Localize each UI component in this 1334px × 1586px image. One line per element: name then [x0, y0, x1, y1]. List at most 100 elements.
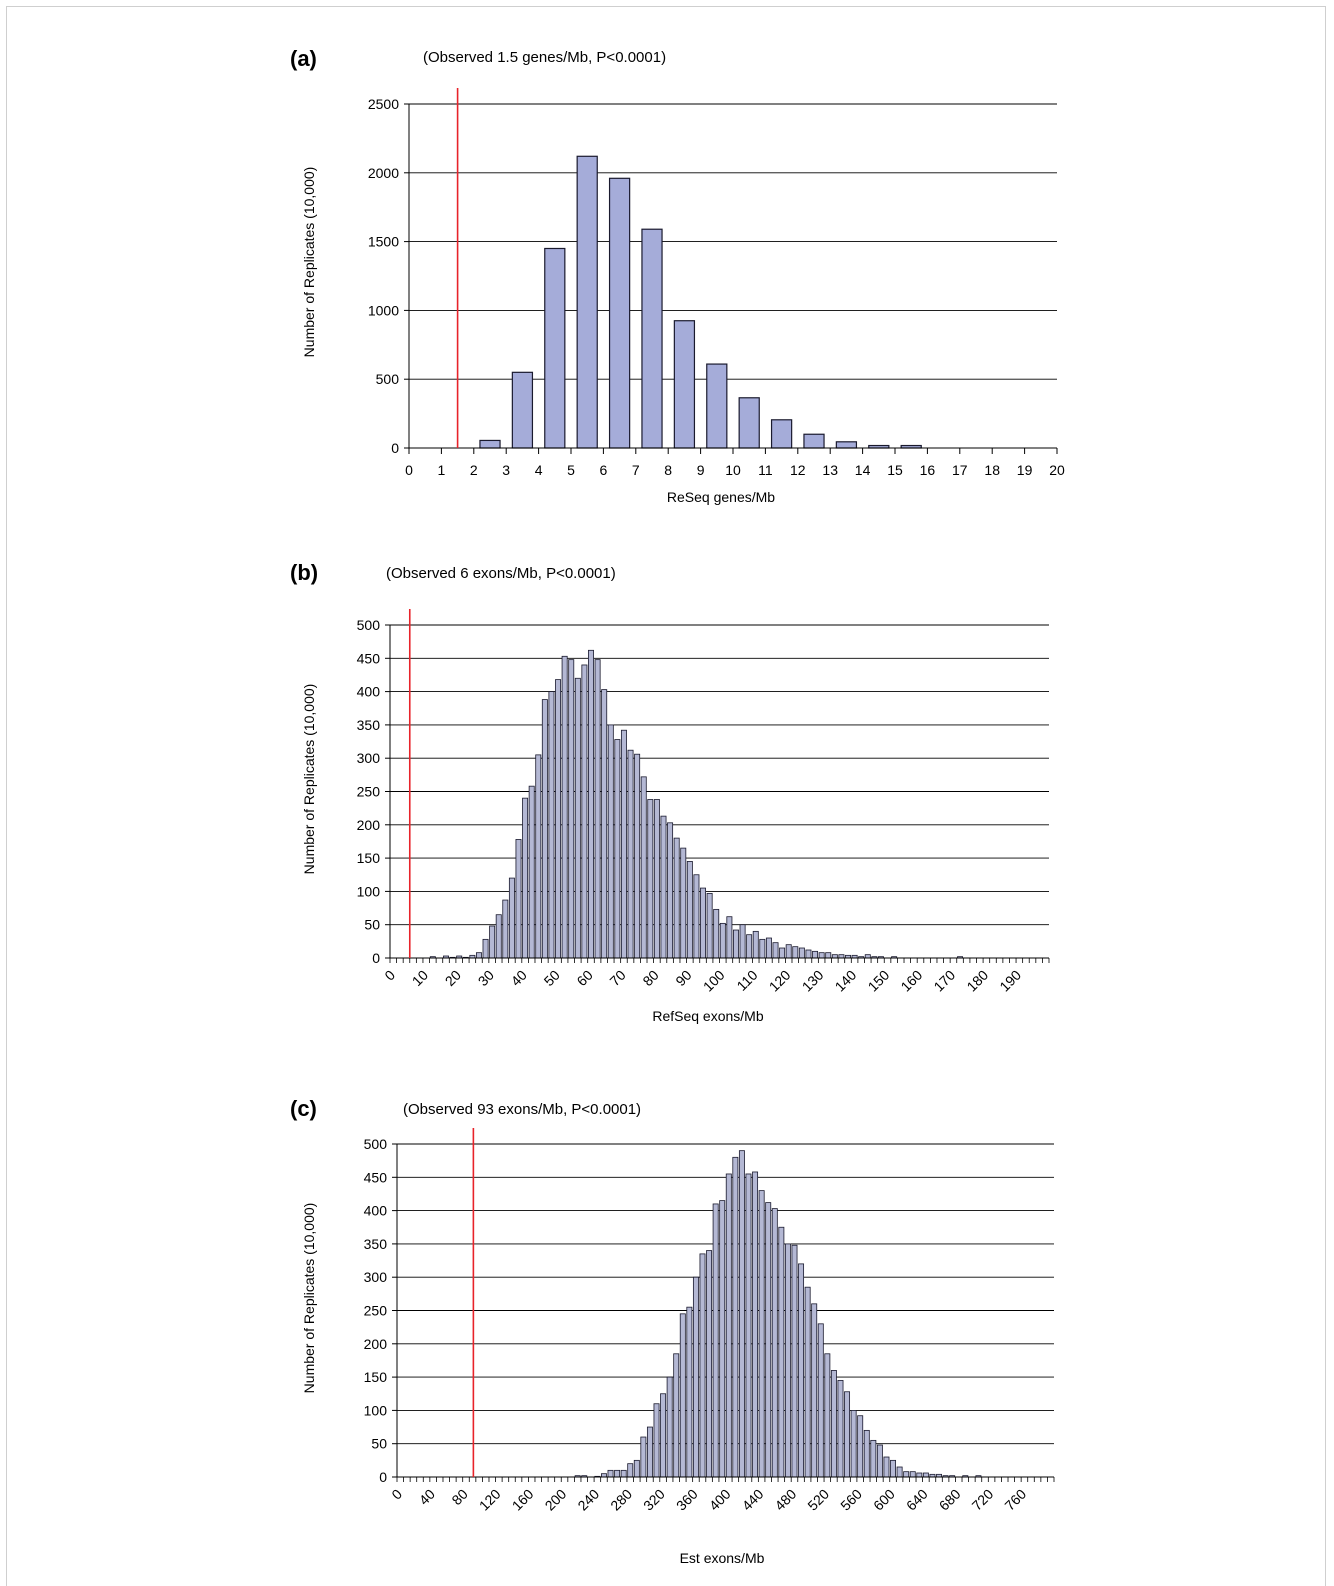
x-tick-label: 14: [855, 462, 871, 478]
histogram-bar: [522, 797, 529, 959]
x-tick-label: 440: [739, 1486, 767, 1514]
histogram-bar: [647, 799, 654, 959]
panel-label: (a): [290, 46, 317, 71]
x-tick-label: 7: [632, 462, 640, 478]
y-tick-label: 300: [357, 750, 381, 766]
histogram-bar: [528, 785, 535, 959]
x-tick-label: 600: [870, 1486, 898, 1514]
histogram-bar: [758, 1190, 765, 1478]
histogram-bar: [804, 1286, 811, 1478]
histogram-bar: [544, 247, 566, 449]
histogram-bar: [803, 433, 825, 449]
x-tick-label: 720: [969, 1486, 997, 1514]
histogram-bar: [772, 942, 779, 959]
histogram-bar: [495, 914, 502, 959]
x-tick-label: 40: [508, 967, 530, 989]
histogram-bar: [620, 729, 627, 959]
plot-area: 0 50 100 150 200 250 300 350 400 450 500 0 40 80 120 16…: [364, 1128, 1055, 1514]
histogram-bar: [706, 1250, 713, 1478]
x-tick-label: 13: [822, 462, 838, 478]
histogram-bar: [824, 1353, 831, 1478]
histogram-bar: [692, 1276, 699, 1478]
x-tick-label: 3: [502, 462, 510, 478]
x-tick-label: 6: [600, 462, 608, 478]
x-tick-label: 16: [920, 462, 936, 478]
histogram-bar: [909, 1471, 916, 1478]
x-tick-label: 100: [700, 967, 728, 995]
x-tick-label: 90: [672, 967, 694, 989]
x-tick-label: 280: [607, 1486, 635, 1514]
x-tick-label: 4: [535, 462, 543, 478]
x-tick-label: 15: [887, 462, 903, 478]
x-tick-label: 130: [799, 967, 827, 995]
figure-frame: [6, 6, 1326, 1586]
x-tick-label: 80: [448, 1486, 470, 1508]
y-tick-label: 300: [364, 1269, 388, 1285]
histogram-bar: [811, 1303, 818, 1478]
histogram-bar: [903, 1471, 910, 1478]
histogram-bar: [792, 946, 799, 959]
x-tick-label: 120: [476, 1486, 504, 1514]
histogram-bar: [922, 1472, 929, 1478]
histogram-bar: [482, 938, 489, 959]
y-tick-label: 450: [357, 650, 381, 666]
histogram-bar: [850, 1410, 857, 1478]
y-axis-label: Number of Replicates (10,000): [301, 684, 317, 875]
histogram-bar: [726, 916, 733, 959]
histogram-bar: [660, 1393, 667, 1478]
panel-c: (c) (Observed 93 exons/Mb, P<0.0001) Num…: [290, 1096, 1055, 1566]
histogram-bar: [673, 837, 680, 959]
histogram-bar: [594, 659, 601, 959]
histogram-bar: [679, 1313, 686, 1478]
y-tick-label: 250: [364, 1303, 388, 1319]
x-tick-label: 20: [442, 967, 464, 989]
x-tick-label: 240: [574, 1486, 602, 1514]
histogram-bar: [667, 822, 674, 959]
histogram-bar: [601, 689, 608, 959]
histogram-bar: [475, 952, 482, 959]
histogram-bar: [870, 1439, 877, 1478]
histogram-bar: [712, 1203, 719, 1478]
x-axis-label: Est exons/Mb: [680, 1550, 765, 1566]
histogram-bar: [732, 1156, 739, 1478]
x-tick-label: 10: [409, 967, 431, 989]
histogram-bar: [555, 679, 562, 959]
x-tick-label: 360: [673, 1486, 701, 1514]
histogram-bar: [620, 1469, 627, 1478]
x-tick-label: 0: [405, 462, 413, 478]
x-tick-label: 160: [509, 1486, 537, 1514]
y-tick-label: 500: [376, 371, 400, 387]
histogram-bar: [479, 439, 501, 449]
chart-annotation: (Observed 6 exons/Mb, P<0.0001): [386, 565, 616, 582]
histogram-bar: [508, 877, 515, 959]
x-tick-label: 19: [1017, 462, 1033, 478]
histogram-bar: [817, 1323, 824, 1478]
histogram-bar: [771, 1208, 778, 1478]
histogram-bar: [666, 1376, 673, 1478]
histogram-bar: [896, 1466, 903, 1478]
x-tick-label: 560: [837, 1486, 865, 1514]
histogram-bar: [581, 664, 588, 959]
panel-label: (c): [290, 1096, 317, 1121]
y-axis-label: Number of Replicates (10,000): [301, 1203, 317, 1394]
histogram-bar: [791, 1244, 798, 1478]
x-tick-label: 120: [766, 967, 794, 995]
y-tick-label: 2500: [368, 96, 399, 112]
x-tick-label: 12: [790, 462, 806, 478]
histogram-bar: [818, 952, 825, 959]
y-tick-label: 350: [364, 1236, 388, 1252]
y-tick-label: 0: [379, 1469, 387, 1485]
x-tick-label: 190: [996, 967, 1024, 995]
histogram-bar: [812, 950, 819, 959]
histogram-bar: [653, 799, 660, 959]
histogram-bar: [608, 177, 631, 449]
histogram-bar: [627, 1463, 634, 1478]
histogram-bar: [805, 949, 812, 959]
histogram-bar: [784, 1243, 791, 1478]
x-tick-label: 400: [706, 1486, 734, 1514]
histogram-bar: [745, 1173, 752, 1478]
histogram-bar: [739, 924, 746, 959]
histogram-bar: [699, 1253, 706, 1478]
y-tick-label: 0: [391, 440, 399, 456]
x-tick-label: 9: [697, 462, 705, 478]
